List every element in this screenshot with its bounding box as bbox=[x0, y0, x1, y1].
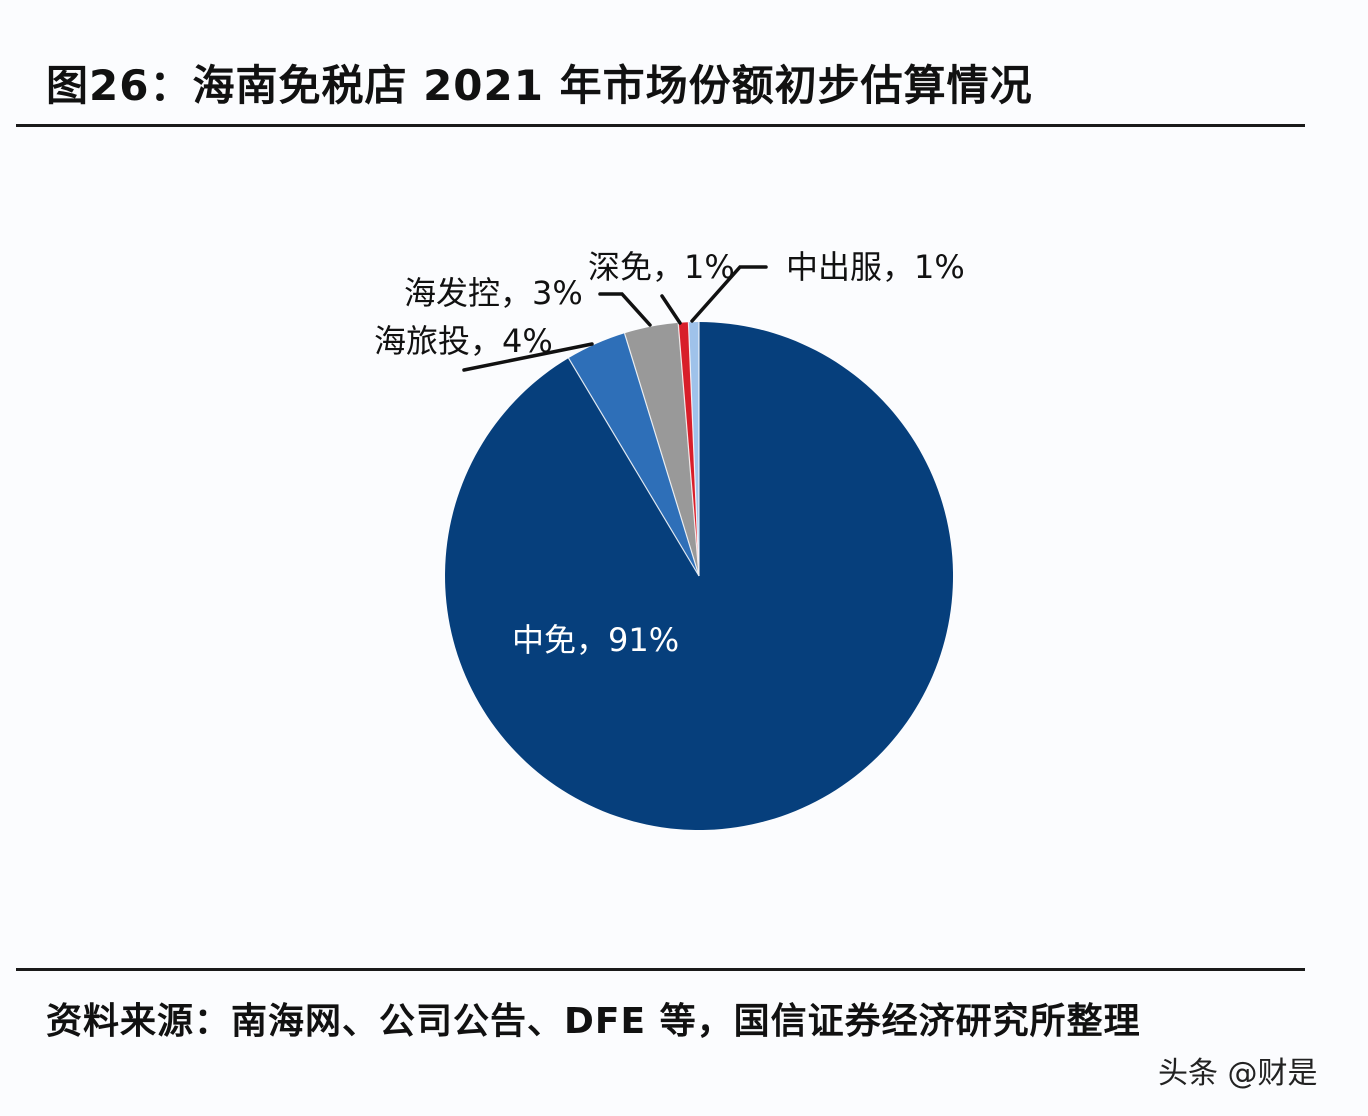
label-cdf: 中免，91% bbox=[512, 621, 679, 659]
leader-china-service bbox=[690, 265, 768, 323]
leader-hainan-development bbox=[598, 292, 652, 327]
slice-hainan-development[interactable] bbox=[624, 322, 700, 576]
slice-hainan-tourism[interactable] bbox=[568, 333, 700, 576]
label-hainan-development: 海发控，3% bbox=[404, 274, 583, 312]
label-shenzhen-dutyfree: 深免，1% bbox=[588, 248, 735, 286]
leader-shenzhen-dutyfree bbox=[660, 294, 682, 325]
leader-hainan-tourism bbox=[462, 342, 594, 372]
leader-lines bbox=[462, 265, 768, 372]
label-hainan-tourism: 海旅投，4% bbox=[374, 322, 553, 360]
source-note: 资料来源：南海网、公司公告、DFE 等，国信证券经济研究所整理 bbox=[46, 1001, 1141, 1042]
label-china-service: 中出服，1% bbox=[786, 248, 965, 286]
watermark: 头条 @财是 bbox=[1158, 1056, 1318, 1091]
top-divider bbox=[16, 124, 1305, 127]
bottom-divider bbox=[16, 968, 1305, 971]
chart-title: 图26：海南免税店 2021 年市场份额初步估算情况 bbox=[46, 61, 1033, 110]
pie-slices bbox=[445, 321, 954, 830]
